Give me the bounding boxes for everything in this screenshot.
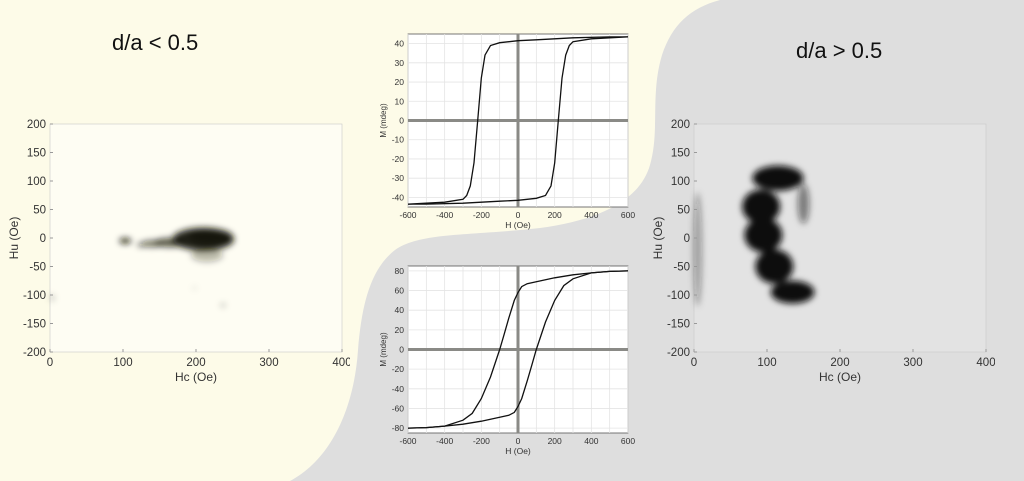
- y-tick-label: -40: [392, 384, 405, 394]
- density-blob-2: [154, 238, 187, 248]
- y-tick-label: 150: [671, 148, 690, 160]
- series-line-ascending: [407, 270, 629, 429]
- y-tick-label: 10: [395, 96, 405, 106]
- y-tick-label: 0: [684, 233, 690, 245]
- y-tick-label: 0: [40, 233, 46, 245]
- x-tick-label: -600: [399, 436, 416, 446]
- x-tick-label: 0: [691, 357, 697, 369]
- y-tick-label: 20: [395, 77, 405, 87]
- density-blob-3: [141, 240, 163, 248]
- density-blob-4: [119, 238, 132, 244]
- y-tick-label: 40: [395, 39, 405, 49]
- forc-diagram-left: 0 100 200 300 400 200 150 100 50 0 -50 -100 -150 -200…: [7, 119, 350, 384]
- y-tick-label: -30: [392, 173, 405, 183]
- y-tick-label: -150: [23, 319, 46, 331]
- x-tick-label: 600: [621, 436, 635, 446]
- y-tick-label: 20: [395, 325, 405, 335]
- x-tick-label: 400: [584, 436, 598, 446]
- density-blob-0: [752, 165, 804, 191]
- y-tick-label: 150: [27, 148, 46, 160]
- x-tick-label: 200: [548, 436, 562, 446]
- y-tick-label: 60: [395, 286, 405, 296]
- y-tick-label: -80: [392, 423, 405, 433]
- y-tick-label: 80: [395, 266, 405, 276]
- series-line-descending: [407, 270, 629, 429]
- y-tick-label: -60: [392, 403, 405, 413]
- density-blob-6: [190, 248, 224, 262]
- x-tick-label: 400: [584, 210, 598, 220]
- density-group: [693, 165, 815, 307]
- y-tick-label: 100: [671, 176, 690, 188]
- density-blob-7: [50, 294, 55, 302]
- series-line-ascending: [408, 36, 629, 205]
- density-blob-4: [770, 280, 815, 304]
- y-tick-label: 40: [395, 305, 405, 315]
- x-tick-label: 100: [757, 357, 776, 369]
- y-tick-label: -20: [392, 364, 405, 374]
- x-tick-label: 400: [976, 357, 995, 369]
- y-tick-label: -200: [23, 347, 46, 359]
- density-blob-1: [188, 228, 233, 245]
- y-tick-label: 100: [27, 176, 46, 188]
- x-tick-label: -400: [436, 436, 453, 446]
- forc-diagram-right: 0 100 200 300 400 200 150 100 50 0 -50 -100 -150 -200…: [651, 119, 995, 384]
- y-tick-label: -150: [667, 319, 690, 331]
- x-tick-label: -600: [399, 210, 416, 220]
- x-tick-label: -200: [473, 436, 490, 446]
- x-tick-label: 300: [259, 357, 278, 369]
- y-tick-label: -10: [392, 135, 405, 145]
- y-tick-label: 0: [399, 345, 404, 355]
- x-tick-label: 200: [186, 357, 205, 369]
- x-tick-label: 300: [903, 357, 922, 369]
- y-tick-label: 50: [677, 205, 690, 217]
- x-tick-label: 200: [548, 210, 562, 220]
- y-axis-label: Hu (Oe): [7, 217, 21, 260]
- density-blob-9: [193, 287, 196, 290]
- y-axis-label: Hu (Oe): [651, 217, 665, 260]
- y-tick-label: -100: [667, 290, 690, 302]
- x-tick-label: -200: [473, 210, 490, 220]
- y-tick-label: -100: [23, 290, 46, 302]
- x-tick-label: 100: [113, 357, 132, 369]
- y-tick-label: 0: [399, 116, 404, 126]
- x-tick-label: 0: [47, 357, 53, 369]
- y-tick-label: -50: [29, 262, 46, 274]
- density-blob-5: [136, 242, 146, 248]
- x-tick-label: 200: [830, 357, 849, 369]
- y-tick-label: 30: [395, 58, 405, 68]
- density-blob-6: [693, 192, 703, 307]
- series-line-descending: [407, 36, 628, 205]
- y-tick-label: -50: [673, 262, 690, 274]
- hysteresis-loop-bottom: -600 -400 -200 0 200 400 600806040200-20-40-60…: [379, 265, 635, 456]
- x-tick-label: 0: [516, 210, 521, 220]
- x-axis-label: H (Oe): [505, 446, 531, 456]
- density-blob-8: [220, 303, 226, 307]
- y-tick-label: 200: [27, 119, 46, 131]
- density-blob-2: [744, 218, 783, 253]
- x-axis-label: H (Oe): [505, 220, 531, 230]
- x-axis-label: Hc (Oe): [819, 370, 861, 384]
- density-blob-5: [797, 183, 810, 224]
- y-tick-label: -40: [392, 192, 405, 202]
- y-tick-label: -20: [392, 154, 405, 164]
- y-tick-label: -200: [667, 347, 690, 359]
- x-tick-label: 0: [516, 436, 521, 446]
- title-left: d/a < 0.5: [112, 30, 199, 55]
- x-tick-label: 400: [332, 357, 350, 369]
- x-axis-label: Hc (Oe): [175, 370, 217, 384]
- y-axis-label: M (mdeg): [379, 103, 388, 138]
- density-group: [50, 227, 234, 307]
- x-tick-label: 600: [621, 210, 635, 220]
- plot-area: [693, 123, 987, 353]
- density-blob-3: [755, 249, 794, 284]
- title-right: d/a > 0.5: [796, 38, 883, 63]
- y-axis-label: M (mdeg): [379, 332, 388, 367]
- hysteresis-loop-top: -600 -400 -200 0 200 400 600 40 30 20 10 0 -10 -20 -30…: [379, 33, 635, 230]
- y-tick-label: 200: [671, 119, 690, 131]
- density-blob-1: [742, 189, 781, 224]
- y-tick-label: 50: [33, 205, 46, 217]
- x-tick-label: -400: [436, 210, 453, 220]
